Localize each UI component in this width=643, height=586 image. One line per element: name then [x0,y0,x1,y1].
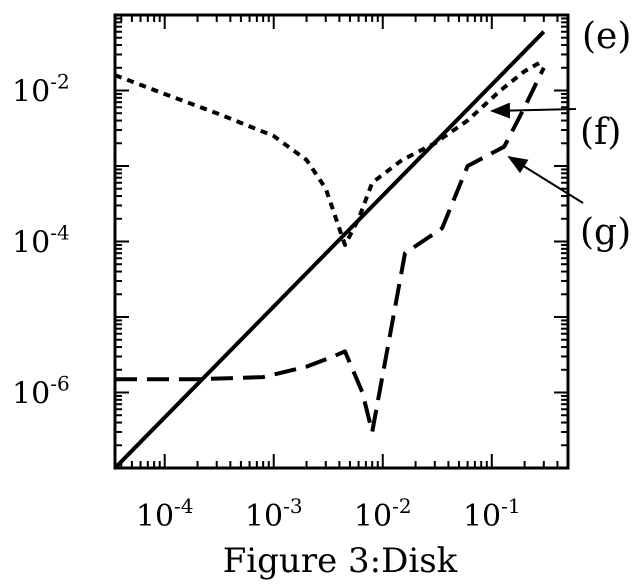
x-tick-label: 10-4 [136,494,194,534]
series-line-0 [113,30,546,470]
annotation-g-arrow [507,155,584,204]
annotation-f-arrow [490,102,577,119]
series-line-2 [115,66,546,434]
annotation-f-label: (f) [580,112,621,153]
y-tick-label: 10-6 [12,372,70,412]
plot-frame [113,13,570,470]
y-tick-label: 10-4 [12,221,70,261]
figure-caption: Figure 3:Disk [223,541,458,581]
annotation-e-label: (e) [582,16,631,57]
series-line-1 [114,58,545,247]
x-tick-label: 10-1 [463,494,521,534]
tick-labels: 10-4 10-3 10-2 10-1 10-6 10-4 10-2 [12,70,521,535]
x-tick-label: 10-3 [245,494,303,534]
series-lines [113,30,546,470]
annotation-g-label: (g) [580,212,631,253]
y-tick-label: 10-2 [12,70,70,110]
x-tick-label: 10-2 [354,494,412,534]
